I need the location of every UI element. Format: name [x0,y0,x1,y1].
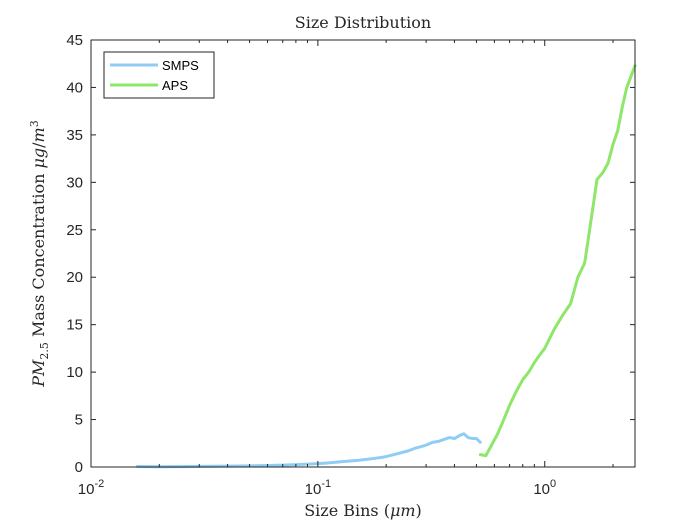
tick-labels: 0 5 10 15 20 25 30 35 40 45 10-2 10-1 100 [66,32,556,498]
y-tick-label: 35 [66,127,83,144]
axes-box [90,39,636,468]
y-tick-label: 5 [75,412,83,429]
plot-area [91,40,635,467]
x-tick-label: 10-2 [78,478,104,498]
legend-box [103,51,215,99]
axes [90,39,636,468]
series-line-smps [135,432,482,469]
y-tick-label: 25 [66,222,83,239]
x-axis-label: Size Bins (μm) [304,501,422,520]
y-tick-label: 40 [66,79,83,96]
legend-label-aps: APS [162,78,188,93]
legend: SMPS APS [103,51,215,99]
legend-label-smps: SMPS [162,58,199,73]
y-tick-label: 10 [66,364,83,381]
y-tick-label: 30 [66,174,83,191]
y-tick-label: 45 [66,32,83,49]
y-tick-label: 15 [66,317,83,334]
series-line-aps [478,64,637,458]
y-tick-label: 20 [66,269,83,286]
series-layer [135,64,637,469]
y-tick-label: 0 [75,459,83,476]
tick-marks [90,39,635,468]
y-axis-label: PM2.5 Mass Concentration μg/m3 [28,120,51,387]
x-tick-label: 10-1 [305,478,331,498]
chart-title: Size Distribution [295,13,431,32]
x-tick-label: 100 [533,478,556,498]
